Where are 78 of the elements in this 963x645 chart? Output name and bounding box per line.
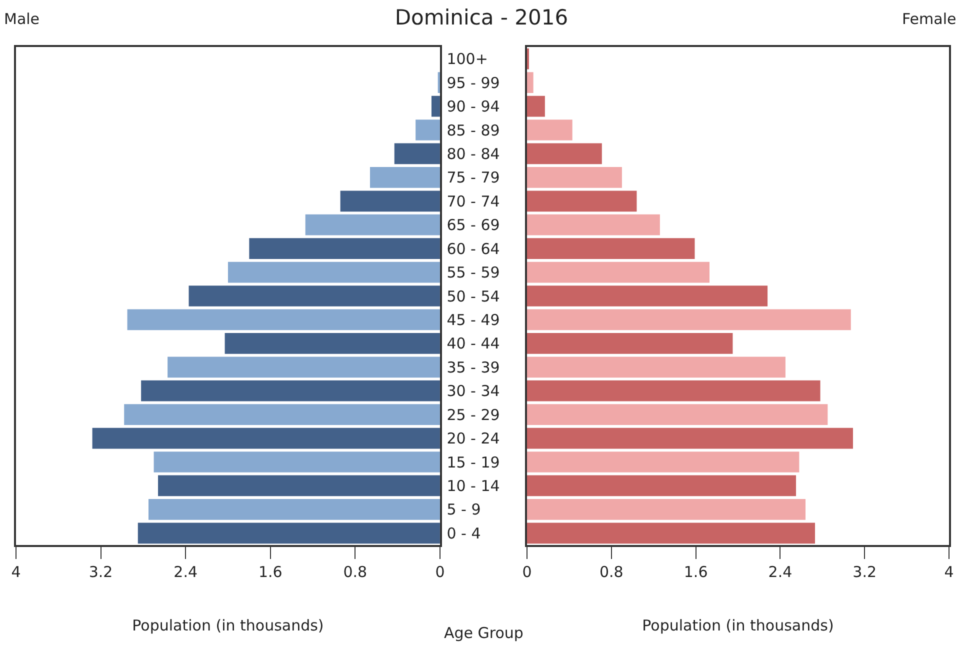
bar — [527, 452, 800, 472]
bar — [188, 286, 440, 306]
bar — [527, 475, 796, 496]
bar — [527, 96, 545, 117]
y-tick-label: 20 - 24 — [446, 430, 500, 448]
y-tick-label: 85 - 89 — [446, 121, 500, 140]
x-axis-title: Population (in thousands) — [642, 616, 834, 634]
y-tick-label: 15 - 19 — [446, 453, 500, 472]
bar — [527, 380, 820, 402]
y-tick-label: 5 - 9 — [446, 500, 481, 519]
y-tick-label: 10 - 14 — [446, 476, 500, 495]
bar — [138, 522, 440, 544]
bar — [527, 166, 622, 188]
bar — [527, 498, 806, 520]
bar — [527, 143, 602, 164]
x-tick-label: 2.4 — [174, 562, 198, 581]
text: Male — [4, 10, 40, 28]
x-tick-label: 3.2 — [852, 562, 877, 581]
x-tick-label: 0.8 — [599, 562, 624, 581]
y-tick-label: 55 - 59 — [446, 264, 500, 282]
bar — [148, 498, 440, 520]
bar — [249, 238, 440, 260]
x-tick-label: 0 — [435, 562, 445, 581]
bar — [92, 428, 440, 449]
y-tick-label: 100+ — [446, 50, 488, 68]
x-axis-title: Population (in thousands) — [132, 616, 324, 634]
x-tick-label: 2.4 — [768, 562, 792, 581]
bar — [527, 404, 828, 426]
y-tick-label: 75 - 79 — [446, 168, 500, 187]
bar — [527, 428, 853, 449]
bar — [416, 120, 440, 140]
bar — [527, 309, 851, 330]
bar — [168, 356, 440, 378]
x-tick-label: 1.6 — [684, 562, 708, 581]
y-tick-label: 40 - 44 — [446, 334, 500, 353]
y-tick-label: 60 - 64 — [446, 240, 500, 258]
bar — [431, 96, 440, 117]
y-tick-label: 80 - 84 — [446, 144, 500, 163]
bar — [527, 120, 572, 140]
y-tick-label: 45 - 49 — [446, 310, 500, 329]
y-tick-label: 35 - 39 — [446, 358, 500, 376]
y-tick-label: 70 - 74 — [446, 192, 500, 210]
bar — [124, 404, 440, 426]
bar — [527, 72, 534, 94]
x-tick-label: 0 — [522, 562, 532, 581]
x-tick-label: 4 — [11, 562, 21, 581]
bar — [228, 262, 440, 283]
bar — [224, 332, 440, 354]
x-tick-label: 0.8 — [343, 562, 368, 581]
bar — [527, 522, 816, 544]
bar — [527, 332, 733, 354]
bar — [127, 309, 440, 330]
y-tick-label: 30 - 34 — [446, 382, 500, 400]
bar — [370, 166, 440, 188]
x-tick-label: 3.2 — [88, 562, 113, 581]
y-tick-label: 50 - 54 — [446, 287, 500, 306]
bar — [527, 262, 710, 283]
bar — [305, 214, 440, 236]
bar — [394, 143, 440, 164]
bar — [527, 214, 660, 236]
bar — [154, 452, 440, 472]
bar — [527, 286, 768, 306]
y-tick-label: 95 - 99 — [446, 74, 500, 92]
y-tick-label: 90 - 94 — [446, 98, 500, 116]
bar — [527, 190, 637, 212]
y-tick-label: 0 - 4 — [446, 524, 481, 542]
y-tick-label: 65 - 69 — [446, 216, 500, 234]
chart-title: Dominica - 2016 — [394, 5, 568, 30]
bar — [527, 356, 786, 378]
bar — [340, 190, 440, 212]
x-tick-label: 4 — [944, 562, 954, 581]
text: Female — [902, 10, 956, 28]
x-tick-label: 1.6 — [258, 562, 282, 581]
bar — [141, 380, 440, 402]
bar — [158, 475, 440, 496]
bar — [527, 238, 695, 260]
y-tick-label: 25 - 29 — [446, 406, 500, 424]
y-axis-title: Age Group — [444, 624, 524, 642]
